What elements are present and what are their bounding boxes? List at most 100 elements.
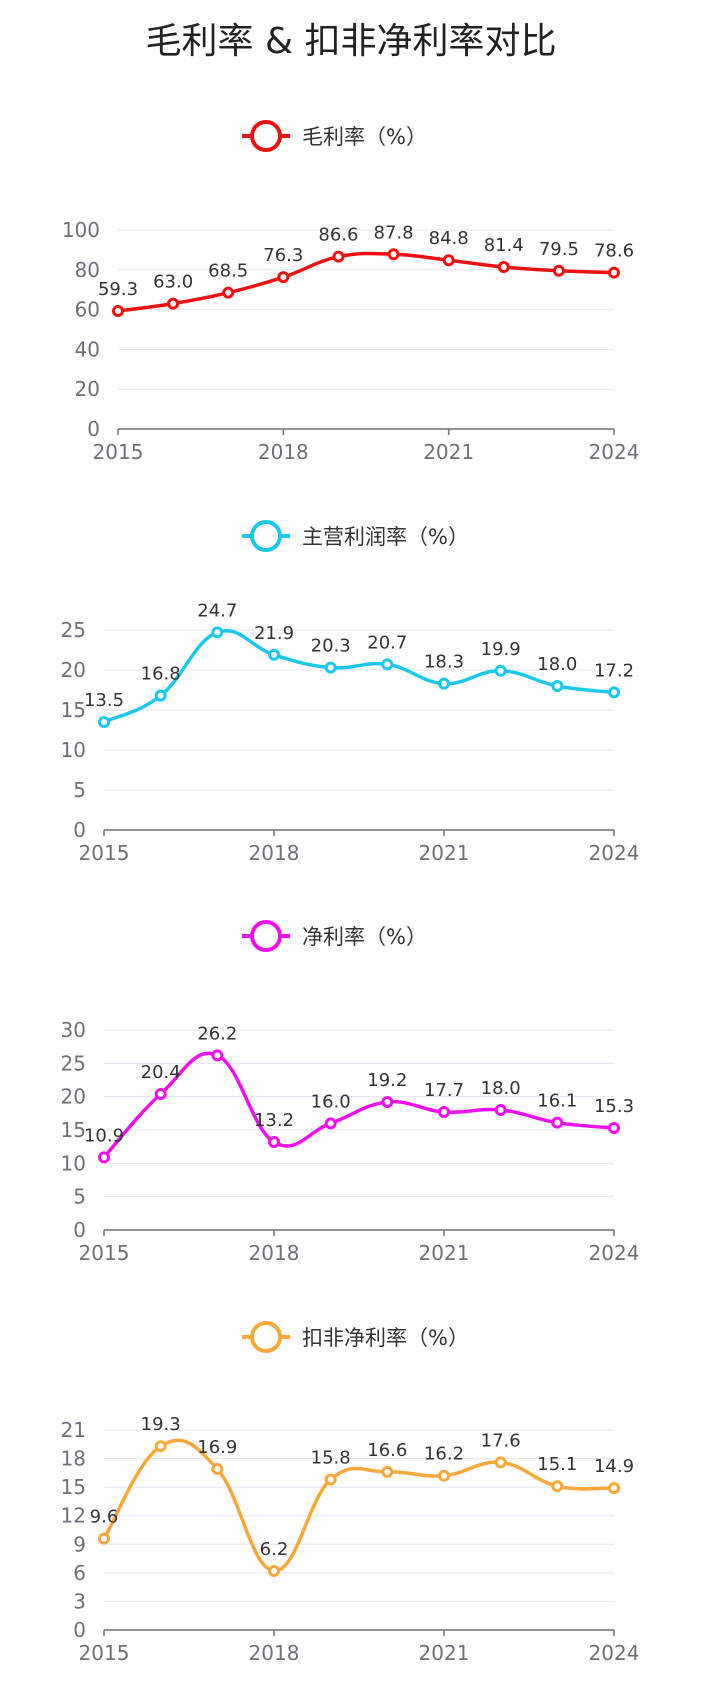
y-tick-label: 0 bbox=[73, 818, 86, 842]
data-point bbox=[324, 1117, 337, 1130]
legend-marker-icon bbox=[250, 120, 282, 152]
x-tick-label: 2024 bbox=[589, 1241, 640, 1265]
data-label: 16.0 bbox=[311, 1091, 351, 1112]
y-tick-label: 21 bbox=[61, 1418, 86, 1442]
data-point bbox=[332, 250, 345, 263]
x-tick-label: 2021 bbox=[419, 1641, 470, 1665]
legend-label: 主营利润率（%） bbox=[302, 525, 469, 549]
data-label: 21.9 bbox=[254, 623, 294, 644]
data-label: 63.0 bbox=[153, 272, 193, 293]
chart-4: 扣非净利率（%） 0 3 6 9 12 15 18 21 2015 2018 2021 2024 9.6 1… bbox=[61, 1321, 639, 1665]
data-point bbox=[211, 1463, 224, 1476]
data-point bbox=[211, 626, 224, 639]
legend: 主营利润率（%） bbox=[242, 520, 469, 552]
x-tick-label: 2021 bbox=[419, 1241, 470, 1265]
y-tick-label: 9 bbox=[73, 1532, 86, 1556]
y-tick-label: 0 bbox=[87, 417, 100, 441]
data-label: 81.4 bbox=[484, 235, 524, 256]
data-label: 16.2 bbox=[424, 1444, 464, 1465]
data-label: 15.3 bbox=[594, 1096, 634, 1117]
legend: 扣非净利率（%） bbox=[242, 1321, 469, 1353]
x-tick-label: 2021 bbox=[423, 440, 474, 464]
y-tick-label: 80 bbox=[75, 258, 100, 282]
y-tick-label: 18 bbox=[61, 1447, 86, 1471]
data-point bbox=[438, 677, 450, 690]
data-point bbox=[608, 1122, 620, 1134]
data-label: 19.3 bbox=[141, 1414, 181, 1435]
x-tick-label: 2018 bbox=[249, 841, 300, 865]
data-point bbox=[381, 1096, 394, 1108]
data-point bbox=[154, 1088, 167, 1100]
data-point bbox=[154, 689, 167, 702]
data-point bbox=[268, 1564, 280, 1577]
data-point bbox=[222, 286, 235, 299]
data-label: 14.9 bbox=[594, 1456, 634, 1477]
data-point bbox=[608, 266, 620, 279]
y-tick-label: 15 bbox=[61, 1118, 86, 1142]
data-label: 19.9 bbox=[481, 639, 521, 660]
chart-3: 净利率（%） 0 5 10 15 20 25 30 2015 2018 2021 2024 10.9 20… bbox=[61, 920, 640, 1265]
data-label: 18.0 bbox=[481, 1078, 521, 1099]
x-tick-label: 2015 bbox=[93, 440, 144, 464]
y-tick-label: 20 bbox=[61, 1085, 86, 1109]
y-tick-label: 6 bbox=[73, 1561, 86, 1585]
data-point bbox=[98, 716, 110, 728]
x-tick-label: 2015 bbox=[79, 1241, 130, 1265]
data-label: 76.3 bbox=[263, 245, 303, 266]
data-label: 17.7 bbox=[424, 1080, 464, 1101]
data-label: 19.2 bbox=[367, 1070, 407, 1091]
data-label: 20.4 bbox=[141, 1062, 181, 1083]
y-tick-label: 0 bbox=[73, 1218, 86, 1242]
data-point bbox=[381, 658, 394, 671]
x-tick-label: 2018 bbox=[249, 1641, 300, 1665]
data-label: 9.6 bbox=[90, 1507, 119, 1528]
data-label: 13.2 bbox=[254, 1110, 294, 1131]
y-tick-label: 3 bbox=[73, 1589, 86, 1613]
data-label: 16.9 bbox=[197, 1437, 237, 1458]
x-tick-label: 2021 bbox=[419, 841, 470, 865]
data-point bbox=[551, 680, 564, 692]
y-tick-label: 20 bbox=[75, 377, 100, 401]
y-tick-label: 5 bbox=[73, 1185, 86, 1209]
data-point bbox=[552, 264, 565, 277]
data-point bbox=[277, 271, 290, 284]
data-label: 84.8 bbox=[429, 228, 469, 249]
data-label: 13.5 bbox=[84, 690, 124, 711]
x-tick-label: 2015 bbox=[79, 1641, 130, 1665]
y-tick-label: 20 bbox=[61, 658, 86, 682]
data-label: 17.2 bbox=[594, 660, 634, 681]
series-line bbox=[103, 629, 615, 724]
page-title: 毛利率 & 扣非净利率对比 bbox=[145, 21, 557, 62]
data-label: 16.1 bbox=[537, 1091, 577, 1112]
data-label: 17.6 bbox=[481, 1430, 521, 1451]
data-point bbox=[494, 664, 507, 677]
legend: 净利率（%） bbox=[242, 920, 427, 952]
y-tick-label: 25 bbox=[61, 1051, 86, 1075]
legend-label: 毛利率（%） bbox=[302, 125, 427, 149]
y-tick-label: 40 bbox=[75, 337, 100, 361]
y-tick-label: 12 bbox=[61, 1504, 86, 1528]
legend-marker-icon bbox=[250, 520, 282, 552]
data-label: 20.3 bbox=[311, 636, 351, 657]
y-tick-label: 15 bbox=[61, 698, 86, 722]
data-label: 6.2 bbox=[260, 1539, 289, 1560]
y-tick-label: 10 bbox=[61, 738, 86, 762]
data-point bbox=[112, 304, 124, 317]
y-tick-label: 15 bbox=[61, 1475, 86, 1499]
x-tick-label: 2018 bbox=[249, 1241, 300, 1265]
x-tick-label: 2015 bbox=[79, 841, 130, 865]
data-label: 78.6 bbox=[594, 241, 634, 262]
data-label: 24.7 bbox=[197, 600, 237, 621]
series-line bbox=[117, 251, 615, 313]
chart-2: 主营利润率（%） 0 5 10 15 20 25 2015 2018 2021 2024 13.5 16… bbox=[61, 520, 640, 865]
x-tick-label: 2024 bbox=[589, 841, 640, 865]
data-point bbox=[324, 1473, 337, 1486]
data-label: 16.6 bbox=[367, 1440, 407, 1461]
data-label: 15.1 bbox=[537, 1454, 577, 1475]
data-point bbox=[154, 1440, 167, 1453]
data-point bbox=[98, 1151, 110, 1164]
data-point bbox=[497, 261, 510, 274]
data-point bbox=[438, 1469, 450, 1482]
data-label: 79.5 bbox=[539, 239, 579, 260]
